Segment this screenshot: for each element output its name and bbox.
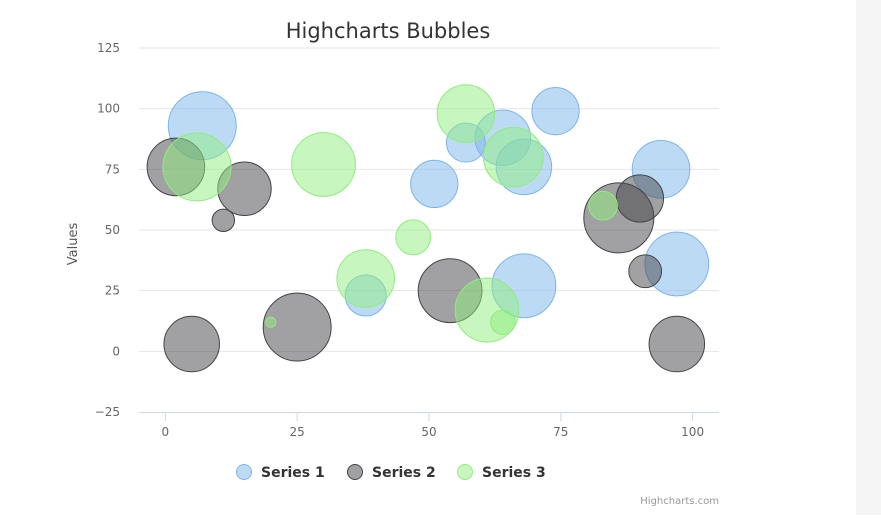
bubble-point[interactable] [262, 292, 332, 362]
bubble-point[interactable] [336, 249, 396, 308]
bubble-point[interactable] [265, 316, 277, 328]
legend-item-series-1[interactable]: Series 1 [236, 464, 325, 482]
y-tick-label: 0 [112, 344, 120, 358]
bubble-point[interactable] [628, 254, 663, 289]
bubble-point[interactable] [588, 190, 618, 221]
bubble-point[interactable] [436, 84, 496, 143]
credits-link[interactable]: Highcharts.com [640, 496, 719, 507]
y-tick-label: 75 [105, 162, 120, 176]
plot-area [146, 84, 710, 373]
y-axis-title: Values [66, 223, 81, 266]
legend: Series 1 Series 2 Series 3 [236, 464, 546, 482]
bubble-point[interactable] [483, 126, 544, 188]
legend-item-series-3[interactable]: Series 3 [457, 464, 546, 482]
y-tick-label: 50 [105, 223, 120, 237]
bubble-chart: Highcharts Bubbles 125 100 75 50 25 0 −25 0 25 5… [66, 19, 719, 507]
bubble-point[interactable] [291, 132, 356, 197]
x-axis: 0 25 50 75 100 [139, 412, 719, 439]
bubble-point[interactable] [490, 309, 516, 335]
page-scrollbar-gutter [856, 0, 881, 515]
legend-item-series-2[interactable]: Series 2 [347, 464, 436, 482]
bubble-point[interactable] [211, 208, 236, 233]
y-axis-tick-labels: 125 100 75 50 25 0 −25 [95, 41, 120, 419]
x-tick-label: 50 [421, 425, 436, 439]
bubble-point[interactable] [410, 159, 459, 209]
y-tick-label: 25 [105, 284, 120, 298]
x-tick-label: 100 [681, 425, 704, 439]
bubble-point[interactable] [162, 132, 232, 202]
chart-title: Highcharts Bubbles [286, 19, 491, 43]
chart-container: Highcharts Bubbles 125 100 75 50 25 0 −25 0 25 5… [66, 19, 719, 507]
y-tick-label: −25 [95, 405, 120, 419]
x-tick-label: 25 [290, 425, 305, 439]
bubble-point[interactable] [395, 219, 432, 256]
series-3-bubbles [162, 84, 618, 343]
legend-label: Series 1 [261, 465, 325, 481]
bubble-point[interactable] [615, 174, 665, 223]
legend-symbol [236, 464, 252, 480]
legend-symbol [457, 464, 473, 480]
bubble-point[interactable] [163, 315, 220, 373]
legend-label: Series 3 [482, 465, 546, 481]
bubble-point[interactable] [648, 315, 706, 373]
x-tick-label: 0 [162, 425, 170, 439]
bubble-point[interactable] [531, 86, 580, 136]
legend-label: Series 2 [372, 465, 436, 481]
x-tick-label: 75 [553, 425, 568, 439]
y-tick-label: 125 [97, 41, 120, 55]
y-tick-label: 100 [97, 102, 120, 116]
legend-symbol [347, 464, 363, 480]
